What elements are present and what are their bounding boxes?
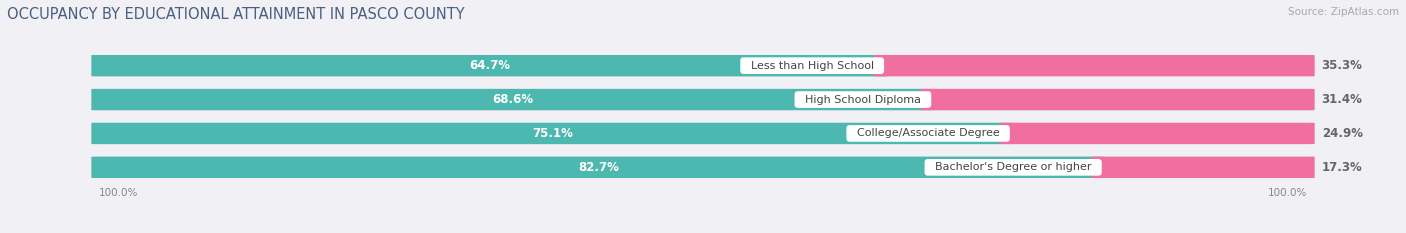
FancyBboxPatch shape: [91, 123, 1014, 144]
Text: Less than High School: Less than High School: [744, 61, 880, 71]
FancyBboxPatch shape: [91, 55, 887, 76]
Text: 82.7%: 82.7%: [578, 161, 619, 174]
Text: 31.4%: 31.4%: [1322, 93, 1362, 106]
FancyBboxPatch shape: [91, 89, 935, 110]
Text: 64.7%: 64.7%: [470, 59, 510, 72]
Text: 17.3%: 17.3%: [1322, 161, 1362, 174]
Text: Bachelor's Degree or higher: Bachelor's Degree or higher: [928, 162, 1098, 172]
Text: 24.9%: 24.9%: [1322, 127, 1362, 140]
FancyBboxPatch shape: [91, 157, 1105, 178]
FancyBboxPatch shape: [873, 55, 1315, 76]
FancyBboxPatch shape: [91, 89, 1315, 110]
FancyBboxPatch shape: [91, 157, 1315, 178]
Text: 75.1%: 75.1%: [531, 127, 572, 140]
Text: Source: ZipAtlas.com: Source: ZipAtlas.com: [1288, 7, 1399, 17]
Text: 68.6%: 68.6%: [492, 93, 534, 106]
FancyBboxPatch shape: [1000, 123, 1315, 144]
Text: College/Associate Degree: College/Associate Degree: [849, 128, 1007, 138]
Text: 35.3%: 35.3%: [1322, 59, 1362, 72]
FancyBboxPatch shape: [91, 55, 1315, 76]
Text: 100.0%: 100.0%: [1268, 188, 1308, 198]
Text: OCCUPANCY BY EDUCATIONAL ATTAINMENT IN PASCO COUNTY: OCCUPANCY BY EDUCATIONAL ATTAINMENT IN P…: [7, 7, 464, 22]
FancyBboxPatch shape: [921, 89, 1315, 110]
Text: 100.0%: 100.0%: [98, 188, 138, 198]
FancyBboxPatch shape: [91, 123, 1315, 144]
FancyBboxPatch shape: [1091, 157, 1315, 178]
Text: High School Diploma: High School Diploma: [797, 95, 928, 105]
